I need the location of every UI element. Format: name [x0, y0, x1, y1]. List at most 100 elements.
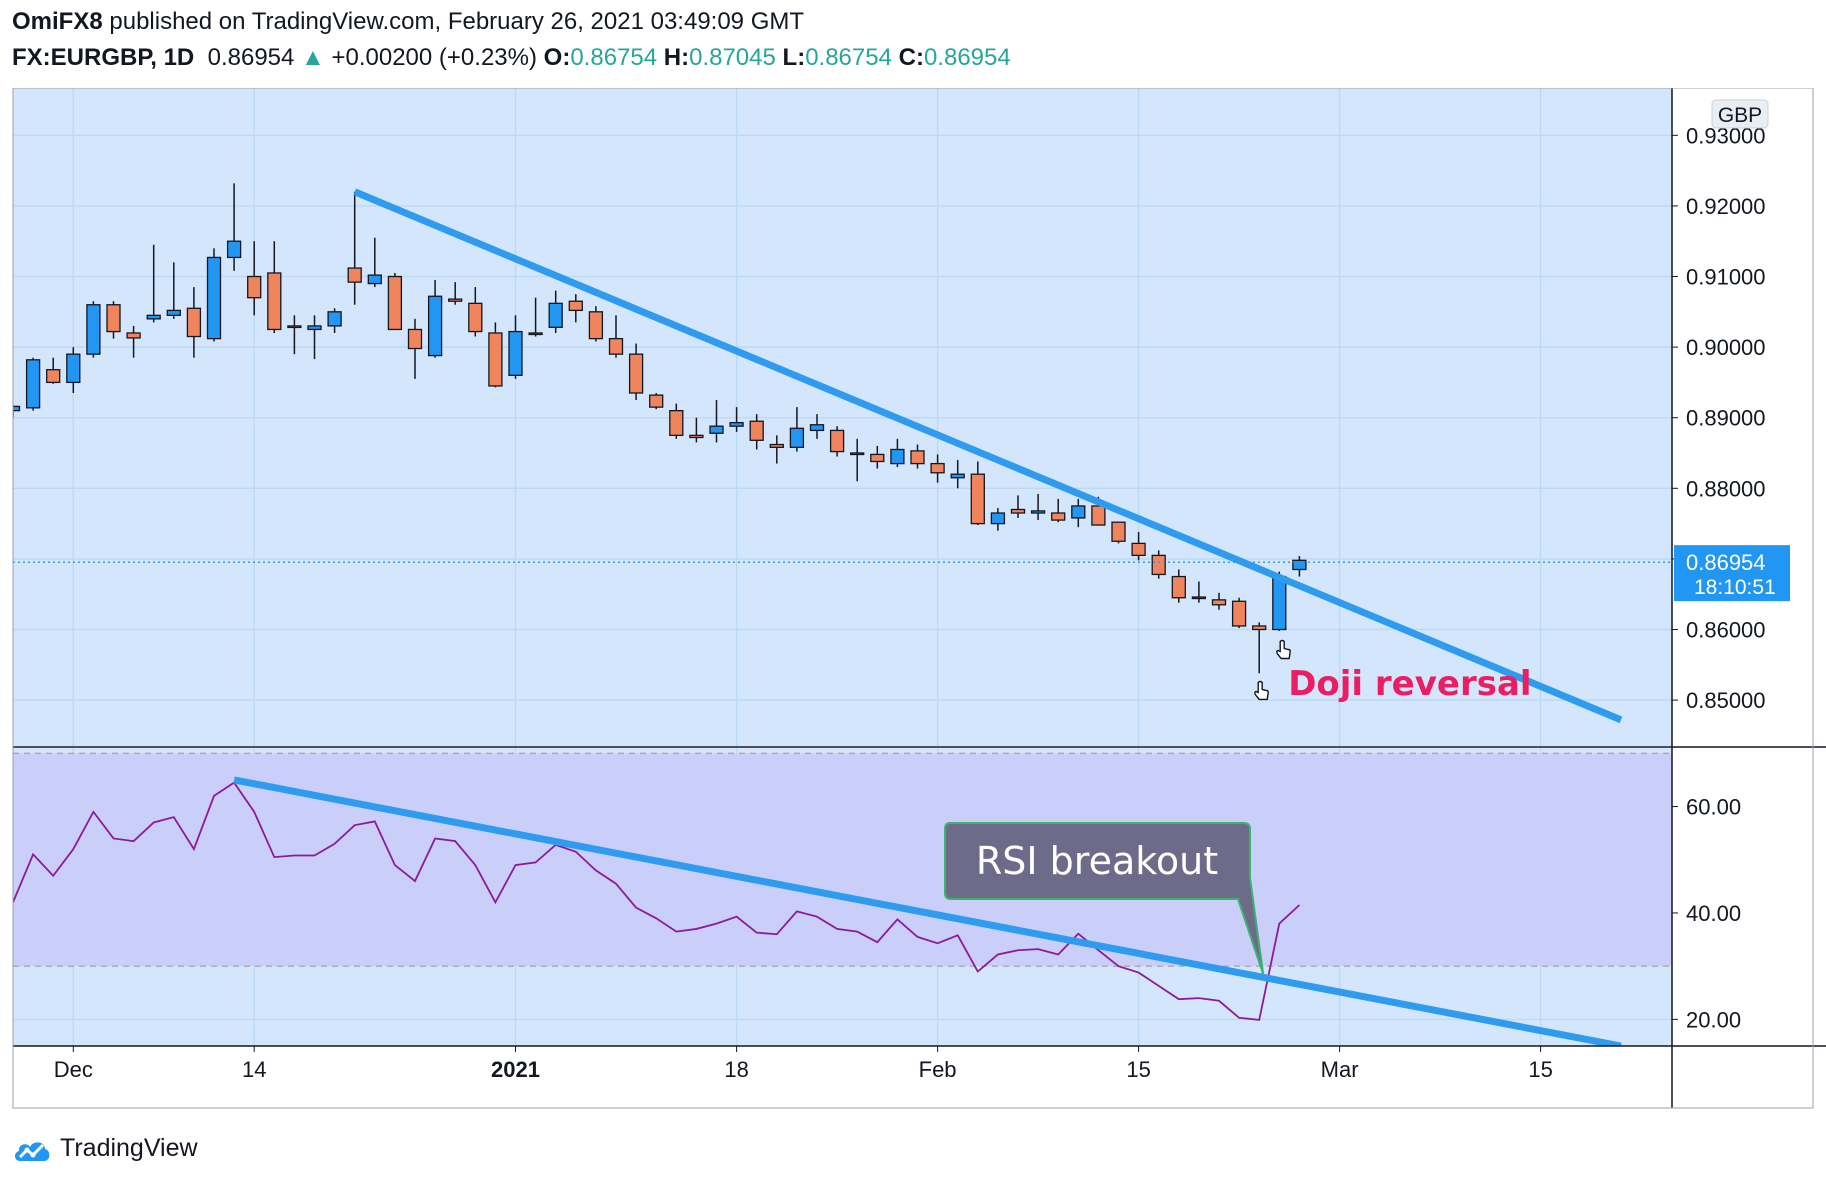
- candle-body: [287, 325, 302, 329]
- price-pane[interactable]: [13, 88, 1672, 746]
- candle: [829, 426, 845, 457]
- candle-body: [25, 359, 41, 409]
- candle: [1030, 493, 1046, 521]
- candle-body: [850, 452, 865, 456]
- candle-body: [13, 405, 21, 412]
- candle-body: [1010, 508, 1026, 514]
- rsi-breakout-callout: [944, 822, 1265, 975]
- candle-body: [608, 337, 624, 355]
- candle-body: [1211, 599, 1227, 606]
- candle: [910, 444, 925, 469]
- candle-body: [206, 256, 222, 340]
- candle-body: [327, 311, 342, 327]
- candle-body: [488, 332, 503, 387]
- ohlc-legend: FX:EURGBP, 1D 0.86954 ▲ +0.00200 (+0.23%…: [12, 44, 1011, 72]
- x-tick-label-15: 15: [1126, 1057, 1150, 1082]
- candle-body: [970, 473, 985, 525]
- low-label: L:: [782, 44, 806, 71]
- rsi-breakout-label: RSI breakout: [976, 839, 1218, 883]
- candle: [166, 262, 181, 319]
- candle-body: [1171, 575, 1186, 599]
- candle: [568, 294, 583, 323]
- rsi-trendline: [233, 776, 1622, 1046]
- candle-body: [588, 311, 604, 340]
- x-tick-label-18: 18: [724, 1057, 748, 1082]
- candle-body: [1131, 542, 1146, 557]
- candle: [1252, 622, 1267, 674]
- candle: [427, 280, 443, 358]
- candle-body: [769, 443, 784, 449]
- last-price-tag-box: [1674, 545, 1790, 602]
- candle: [106, 301, 121, 339]
- high-label: H:: [663, 44, 690, 71]
- candle: [407, 318, 423, 379]
- candle-body: [1191, 596, 1207, 600]
- candle: [1231, 597, 1247, 629]
- chart-frame: [12, 88, 1814, 1109]
- price-chart[interactable]: Doji reversal Dec 14 2021 18 Feb 15 Mar 150.930…: [0, 88, 1826, 1124]
- tradingview-cloud-icon: [14, 1141, 50, 1161]
- candle: [1051, 498, 1066, 523]
- up-triangle-icon: ▲: [301, 44, 325, 71]
- candle: [729, 407, 744, 432]
- rsi-tick-label: 60.00: [1686, 795, 1741, 820]
- candle-body: [1030, 510, 1046, 514]
- candle-body: [427, 295, 443, 357]
- candle-body: [1111, 521, 1126, 542]
- candle-body: [247, 275, 262, 299]
- candle: [689, 417, 704, 443]
- rsi-tick-label: 40.00: [1686, 901, 1741, 926]
- candle: [1292, 556, 1307, 577]
- price-tick-label: 0.86000: [1686, 618, 1766, 643]
- candle-body: [367, 274, 382, 285]
- candle-body: [186, 307, 202, 338]
- candle: [146, 244, 161, 323]
- last-price-tag-value: 0.86954: [1686, 550, 1766, 575]
- x-tick-label-feb: Feb: [919, 1057, 957, 1082]
- candle-body: [106, 304, 121, 333]
- candle: [66, 347, 81, 393]
- candle-body: [1252, 625, 1267, 631]
- candle: [950, 460, 965, 489]
- candle: [1010, 495, 1026, 518]
- candle: [1111, 521, 1126, 544]
- candle: [1131, 532, 1146, 561]
- candle: [930, 454, 945, 483]
- candle: [186, 287, 202, 358]
- candle: [226, 183, 242, 271]
- price-tick-label: 0.88000: [1686, 476, 1766, 501]
- high-value: 0.87045: [689, 44, 776, 71]
- candle: [649, 392, 664, 410]
- candle-body: [729, 421, 744, 427]
- price-tick-label: 0.90000: [1686, 335, 1766, 360]
- candle-body: [990, 512, 1006, 525]
- doji-reversal-label: Doji reversal: [1288, 664, 1531, 704]
- price-tick-label: 0.85000: [1686, 688, 1766, 713]
- tradingview-logo[interactable]: TradingView: [12, 1134, 198, 1163]
- candle-body: [1071, 505, 1086, 519]
- candle: [327, 308, 342, 333]
- candle: [1071, 498, 1086, 528]
- candle-body: [910, 450, 925, 465]
- candle-body: [789, 427, 805, 449]
- candle-body: [809, 424, 825, 432]
- candle: [850, 438, 865, 482]
- candle: [468, 287, 483, 337]
- rsi-tick-label: 20.00: [1686, 1007, 1741, 1032]
- author-name[interactable]: OmiFX8: [12, 8, 103, 35]
- candle: [669, 403, 684, 439]
- candle-body: [528, 332, 543, 336]
- close-value: 0.86954: [923, 44, 1011, 71]
- candle: [247, 241, 262, 316]
- candle-body: [568, 300, 583, 312]
- candle-body: [267, 272, 282, 331]
- candle: [749, 414, 764, 450]
- hand-shape: [1254, 680, 1269, 701]
- candle: [769, 435, 784, 464]
- currency-label: GBP: [1718, 104, 1762, 127]
- candle-body: [749, 420, 764, 441]
- candle-body: [126, 332, 141, 339]
- symbol-label[interactable]: FX:EURGBP, 1D: [12, 44, 195, 71]
- price-tick-label: 0.91000: [1686, 265, 1766, 290]
- candle: [347, 191, 362, 305]
